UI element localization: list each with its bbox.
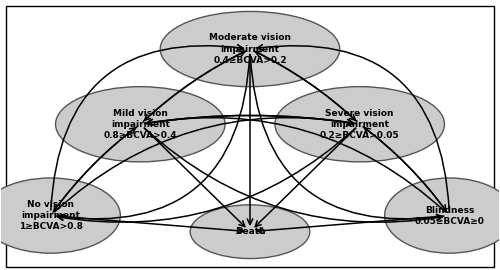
Text: No vision
impairment
1≥BCVA>0.8: No vision impairment 1≥BCVA>0.8 [18, 200, 82, 231]
Ellipse shape [275, 87, 444, 162]
Ellipse shape [56, 87, 225, 162]
Text: Mild vision
impairment
0.8≥BCVA>0.4: Mild vision impairment 0.8≥BCVA>0.4 [104, 109, 177, 140]
Ellipse shape [384, 178, 500, 253]
Text: Death: Death [234, 227, 266, 236]
Ellipse shape [190, 205, 310, 259]
Ellipse shape [160, 11, 340, 87]
Text: Moderate vision
impairment
0.4≥BCVA>0.2: Moderate vision impairment 0.4≥BCVA>0.2 [209, 33, 291, 65]
Text: Blindness
0.05≥BCVA≥0: Blindness 0.05≥BCVA≥0 [414, 205, 484, 226]
Text: Severe vision
impairment
0.2≥BCVA>0.05: Severe vision impairment 0.2≥BCVA>0.05 [320, 109, 400, 140]
Ellipse shape [0, 178, 120, 253]
